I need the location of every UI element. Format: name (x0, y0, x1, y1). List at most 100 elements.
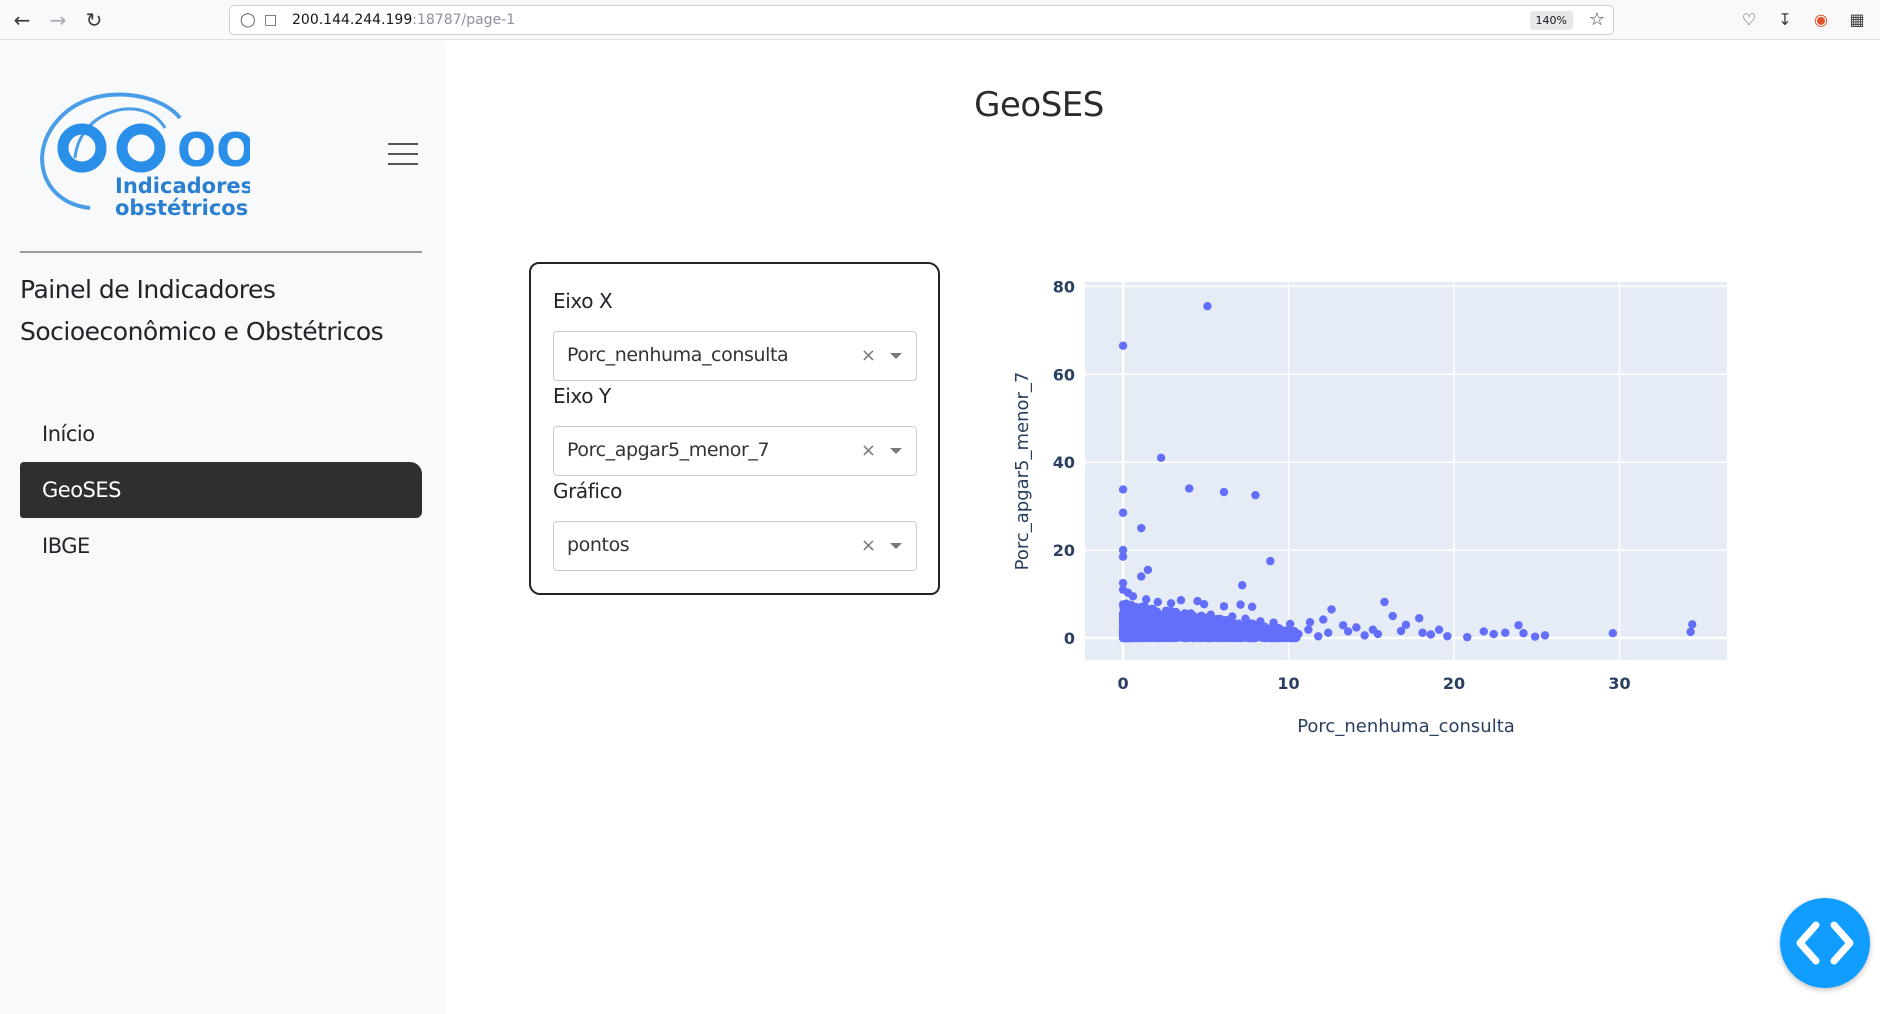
data-point[interactable] (1209, 624, 1219, 633)
data-point[interactable] (1327, 605, 1336, 614)
scatter-chart-svg[interactable]: 0 10 20 30 0 20 40 60 80 Porc_nenhuma_consulta P… (1005, 268, 1745, 738)
data-point[interactable] (1249, 621, 1258, 630)
data-point[interactable] (1206, 633, 1215, 643)
data-point[interactable] (1415, 614, 1424, 623)
data-point[interactable] (1241, 614, 1250, 623)
sidebar-item-ibge[interactable]: IBGE (42, 534, 90, 558)
data-point[interactable] (1157, 630, 1166, 639)
data-point[interactable] (1216, 632, 1225, 641)
data-point[interactable] (1118, 618, 1128, 627)
data-point[interactable] (1219, 487, 1229, 497)
chart-type-chevron-down-icon[interactable] (890, 543, 902, 549)
download-icon[interactable]: ↧ (1778, 10, 1792, 29)
data-point[interactable] (1135, 609, 1144, 619)
chart-type-dropdown[interactable]: pontos × (553, 521, 917, 571)
data-point[interactable] (1206, 610, 1215, 619)
extension-shield-icon[interactable]: ◉ (1814, 10, 1828, 29)
data-point[interactable] (1247, 602, 1257, 612)
y-axis-dropdown[interactable]: Porc_apgar5_menor_7 × (553, 426, 917, 476)
data-point[interactable] (1155, 623, 1164, 633)
url-text[interactable]: 200.144.244.199:18787/page-1 (292, 12, 516, 28)
data-point[interactable] (1176, 596, 1186, 605)
data-point[interactable] (1144, 614, 1153, 623)
data-point[interactable] (1305, 618, 1315, 627)
x-axis-clear-icon[interactable]: × (860, 345, 876, 366)
data-point[interactable] (1213, 614, 1222, 624)
data-point[interactable] (1118, 508, 1128, 517)
data-point[interactable] (1118, 632, 1128, 642)
data-point[interactable] (1224, 626, 1234, 636)
data-point[interactable] (1237, 581, 1247, 590)
data-point[interactable] (1178, 614, 1187, 623)
data-point[interactable] (1150, 615, 1159, 625)
lock-icon[interactable]: □ (264, 12, 278, 28)
data-point[interactable] (1148, 604, 1158, 614)
back-icon[interactable]: ← (13, 8, 31, 32)
data-point[interactable] (1426, 630, 1436, 639)
data-point[interactable] (1163, 632, 1172, 641)
data-point[interactable] (1127, 631, 1136, 641)
data-point[interactable] (1338, 621, 1348, 630)
data-point[interactable] (1266, 556, 1275, 566)
data-point[interactable] (1122, 599, 1131, 608)
bookmark-star-icon[interactable]: ☆ (1588, 9, 1605, 30)
y-axis-chevron-down-icon[interactable] (890, 448, 902, 454)
data-point[interactable] (1118, 578, 1128, 588)
data-point[interactable] (1261, 627, 1270, 636)
data-point[interactable] (1360, 631, 1369, 640)
x-axis-dropdown[interactable]: Porc_nenhuma_consulta × (553, 331, 917, 381)
forward-icon[interactable]: → (49, 8, 67, 32)
data-point[interactable] (1434, 625, 1444, 634)
data-point[interactable] (1396, 626, 1406, 636)
data-point[interactable] (1118, 552, 1128, 561)
data-point[interactable] (1380, 597, 1389, 607)
sidebar-item-inicio[interactable]: Início (42, 422, 95, 446)
data-point[interactable] (1139, 633, 1149, 642)
data-point[interactable] (1142, 595, 1151, 604)
data-point[interactable] (1314, 632, 1323, 641)
zoom-level[interactable]: 140% (1529, 11, 1573, 30)
data-point[interactable] (1199, 599, 1209, 609)
data-point[interactable] (1463, 632, 1472, 642)
data-point[interactable] (1194, 616, 1204, 626)
data-point[interactable] (1418, 628, 1427, 637)
data-point[interactable] (1146, 629, 1156, 639)
shield-icon[interactable]: ◯ (240, 12, 256, 28)
data-point[interactable] (1540, 631, 1550, 640)
data-point[interactable] (1137, 523, 1146, 533)
data-point[interactable] (1143, 565, 1153, 575)
data-point[interactable] (1156, 453, 1166, 463)
data-point[interactable] (1686, 627, 1695, 637)
data-point[interactable] (1530, 632, 1540, 641)
data-point[interactable] (1401, 620, 1411, 630)
data-point[interactable] (1223, 620, 1232, 629)
data-point[interactable] (1118, 341, 1128, 350)
data-point[interactable] (1198, 631, 1207, 640)
pocket-icon[interactable]: ♡ (1741, 10, 1757, 29)
data-point[interactable] (1269, 618, 1278, 627)
extensions-puzzle-icon[interactable]: ▦ (1849, 10, 1865, 29)
data-point[interactable] (1274, 630, 1283, 640)
reload-icon[interactable]: ↻ (85, 8, 103, 32)
sidebar-item-geoses[interactable]: GeoSES (20, 462, 422, 518)
data-point[interactable] (1181, 628, 1191, 637)
data-point[interactable] (1388, 611, 1397, 621)
data-point[interactable] (1324, 628, 1333, 637)
data-point[interactable] (1688, 620, 1697, 629)
data-point[interactable] (1256, 617, 1265, 626)
data-point[interactable] (1137, 572, 1146, 581)
data-point[interactable] (1285, 619, 1295, 629)
data-point[interactable] (1133, 625, 1143, 635)
data-point[interactable] (1304, 625, 1313, 634)
data-point[interactable] (1185, 484, 1194, 493)
data-point[interactable] (1128, 592, 1138, 601)
data-point[interactable] (1352, 623, 1361, 632)
data-point[interactable] (1294, 629, 1303, 639)
data-point[interactable] (1153, 597, 1163, 607)
data-point[interactable] (1140, 621, 1149, 630)
data-point[interactable] (1514, 621, 1523, 630)
dev-tools-button[interactable] (1780, 898, 1870, 988)
chart-type-clear-icon[interactable]: × (860, 535, 876, 556)
x-axis-chevron-down-icon[interactable] (890, 353, 902, 359)
data-point[interactable] (1132, 603, 1141, 612)
